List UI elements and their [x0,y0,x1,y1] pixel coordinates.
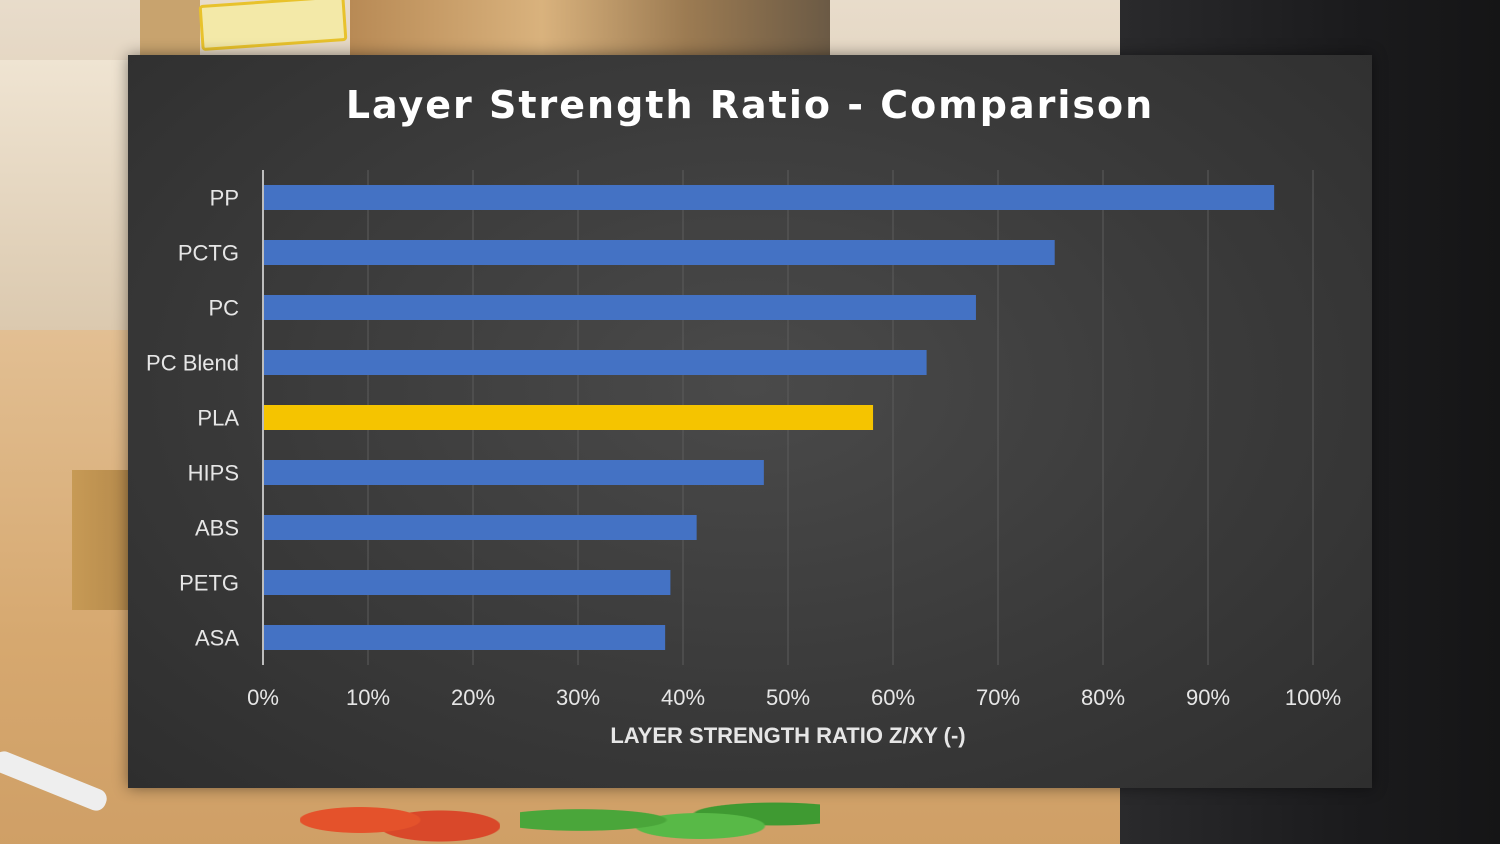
background-cabinet [0,60,130,360]
x-tick-label: 10% [346,685,390,710]
bar-chart: 0% 10% 20% 30% 40% 50% 60% 70% 80% 90% 100% PP PCTG P… [146,170,1341,710]
x-tick-label: 90% [1186,685,1230,710]
x-tick-label: 80% [1081,685,1125,710]
x-tick-label: 70% [976,685,1020,710]
category-label: PLA [197,406,239,431]
x-tick-label: 30% [556,685,600,710]
category-label: ABS [195,516,239,541]
category-label: HIPS [188,461,239,486]
x-tick-label: 0% [247,685,279,710]
bar-pc [264,295,976,320]
category-label: PCTG [178,241,239,266]
x-axis-title: LAYER STRENGTH RATIO Z/XY (-) [610,723,966,748]
bar-pla [264,405,874,430]
x-tick-label: 40% [661,685,705,710]
bar-abs [264,515,697,540]
category-label: PETG [179,571,239,596]
category-label: PC [208,296,239,321]
background-red-printed-parts [300,790,500,844]
x-tick-label: 50% [766,685,810,710]
category-label: PC Blend [146,351,239,376]
chart-panel: Layer Strength Ratio - Comparison 0% 10% 2… [128,55,1372,788]
background-green-printed-parts [520,790,820,844]
bar-pc-blend [264,350,927,375]
chart-title: Layer Strength Ratio - Comparison [345,83,1155,127]
bar-asa [264,625,666,650]
bar-pctg [264,240,1055,265]
bar-pp [264,185,1275,210]
bar-hips [264,460,764,485]
category-label: PP [210,186,239,211]
background-wooden-block [72,470,132,610]
background-3d-printer [350,0,830,58]
background-machine-post [140,0,200,58]
x-tick-label: 100% [1285,685,1341,710]
bar-petg [264,570,671,595]
x-tick-label: 20% [451,685,495,710]
x-tick-label: 60% [871,685,915,710]
category-label: ASA [195,626,239,651]
